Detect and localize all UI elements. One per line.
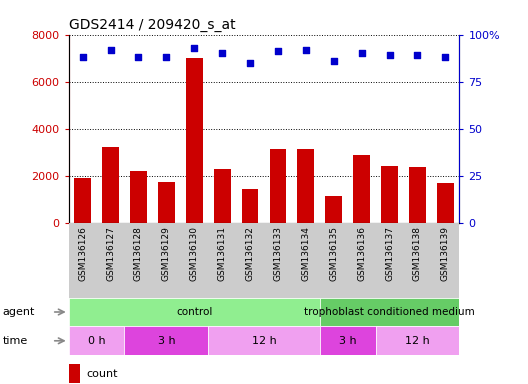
Text: count: count: [86, 369, 118, 379]
Bar: [74, 178, 91, 223]
Bar: [325, 196, 342, 223]
Point: [78, 54, 87, 60]
Bar: [69, 364, 80, 383]
Bar: [125, 326, 208, 355]
Point: [301, 46, 310, 53]
Text: GSM136138: GSM136138: [413, 227, 422, 281]
Text: 12 h: 12 h: [405, 336, 430, 346]
Bar: [320, 298, 459, 326]
Text: GSM136128: GSM136128: [134, 227, 143, 281]
Bar: [208, 326, 320, 355]
Bar: [270, 149, 286, 223]
Text: GSM136134: GSM136134: [301, 227, 310, 281]
Bar: [130, 171, 147, 223]
Text: GSM136132: GSM136132: [246, 227, 254, 281]
Bar: [375, 326, 459, 355]
Point: [190, 45, 199, 51]
Text: trophoblast conditioned medium: trophoblast conditioned medium: [304, 307, 475, 317]
Bar: [320, 326, 375, 355]
Text: 0 h: 0 h: [88, 336, 106, 346]
Text: GSM136137: GSM136137: [385, 227, 394, 281]
Point: [441, 54, 450, 60]
Point: [385, 52, 394, 58]
Point: [357, 50, 366, 56]
Bar: [242, 189, 258, 223]
Text: GSM136135: GSM136135: [329, 227, 338, 281]
Bar: [297, 149, 314, 223]
Text: GSM136130: GSM136130: [190, 227, 199, 281]
Text: GSM136133: GSM136133: [274, 227, 282, 281]
Point: [274, 48, 282, 55]
Bar: [102, 147, 119, 223]
Text: GDS2414 / 209420_s_at: GDS2414 / 209420_s_at: [69, 18, 235, 32]
Bar: [437, 183, 454, 223]
Bar: [158, 182, 175, 223]
Text: GSM136126: GSM136126: [78, 227, 87, 281]
Bar: [381, 166, 398, 223]
Text: 3 h: 3 h: [157, 336, 175, 346]
Point: [413, 52, 422, 58]
Point: [162, 54, 171, 60]
Bar: [409, 167, 426, 223]
Text: GSM136127: GSM136127: [106, 227, 115, 281]
Point: [106, 46, 115, 53]
Text: agent: agent: [3, 307, 35, 317]
Text: control: control: [176, 307, 212, 317]
Text: GSM136129: GSM136129: [162, 227, 171, 281]
Text: 3 h: 3 h: [339, 336, 356, 346]
Text: GSM136139: GSM136139: [441, 227, 450, 281]
Point: [329, 58, 338, 64]
Text: GSM136136: GSM136136: [357, 227, 366, 281]
Point: [218, 50, 227, 56]
Point: [134, 54, 143, 60]
Point: [246, 60, 254, 66]
Text: time: time: [3, 336, 28, 346]
Bar: [69, 326, 125, 355]
Bar: [214, 169, 231, 223]
Bar: [69, 298, 320, 326]
Bar: [186, 58, 203, 223]
Text: 12 h: 12 h: [252, 336, 276, 346]
Text: GSM136131: GSM136131: [218, 227, 227, 281]
Bar: [353, 154, 370, 223]
